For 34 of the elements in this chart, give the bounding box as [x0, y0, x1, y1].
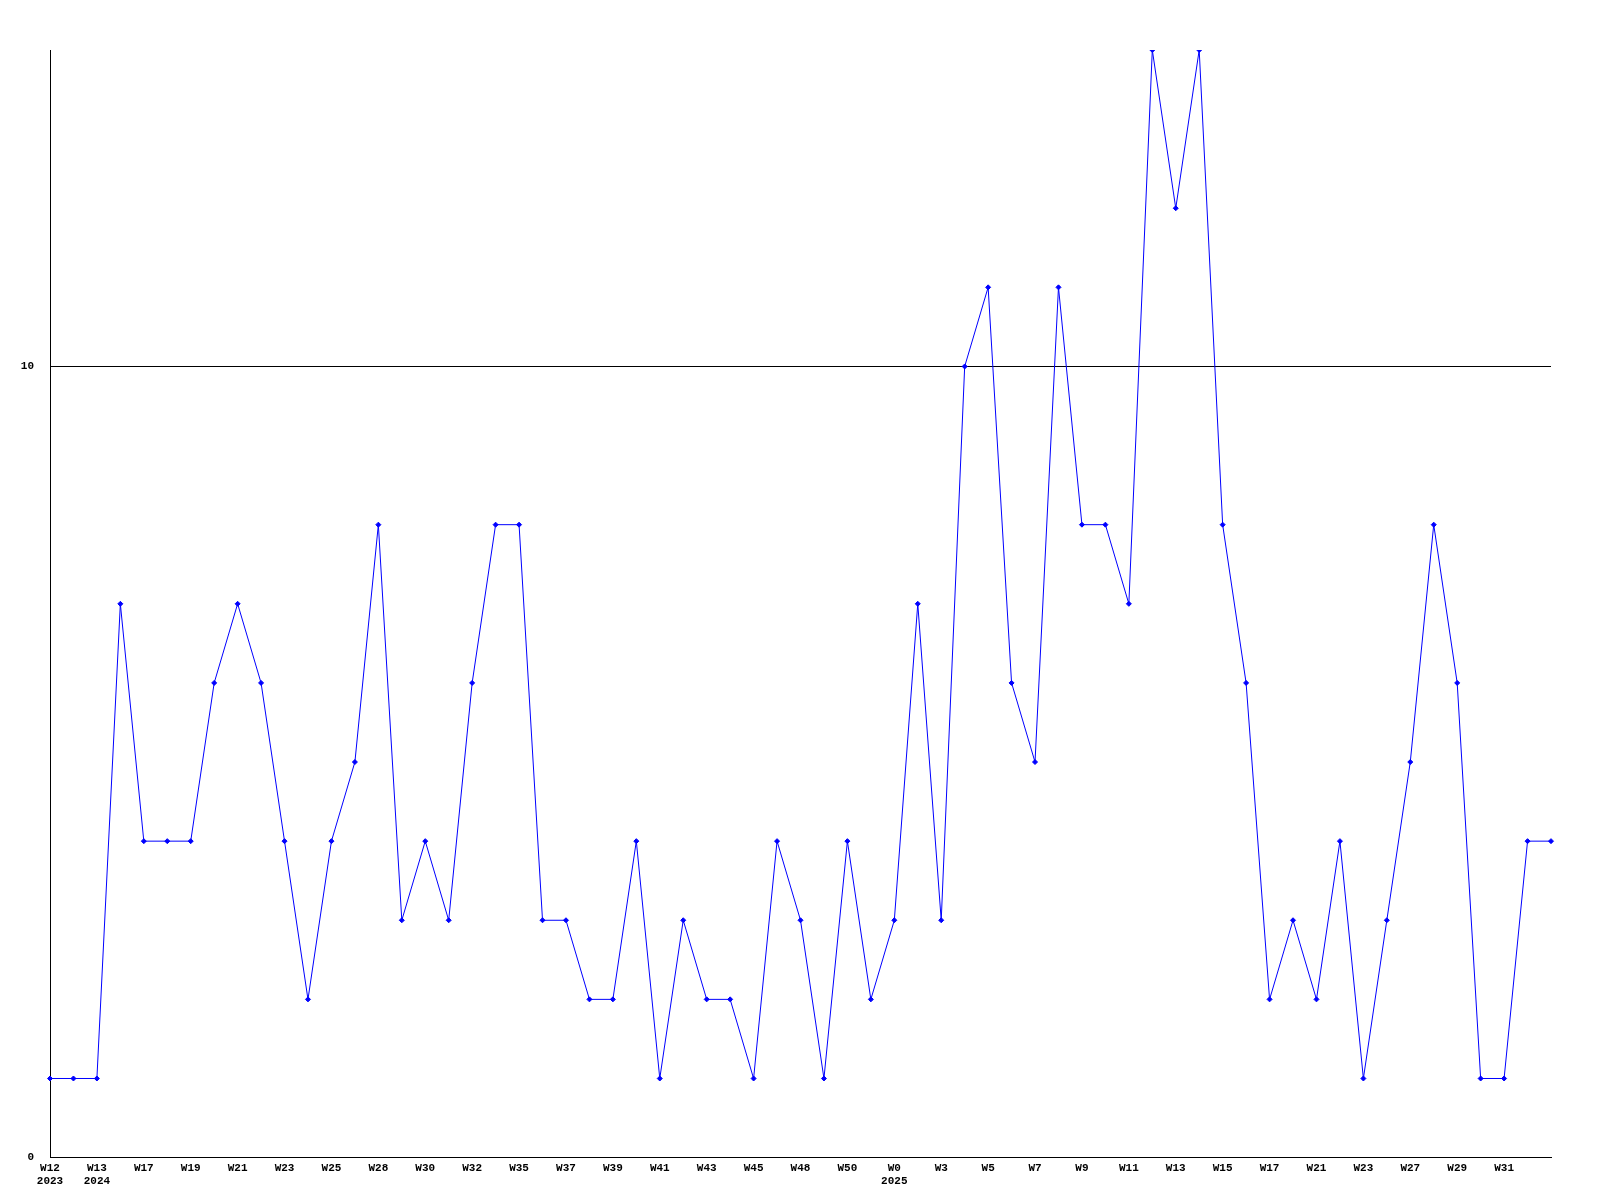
x-tick-label: W25 [321, 1161, 342, 1174]
x-tick-label: W32 [462, 1161, 483, 1174]
x-tick-label: W7 [1028, 1161, 1042, 1174]
x-tick-label: W15 [1212, 1161, 1233, 1174]
x-tick-label: W45 [743, 1161, 764, 1174]
y-tick-label: 10 [20, 360, 34, 373]
x-tick-label: W21 [1306, 1161, 1327, 1174]
x-tick-label: W48 [790, 1161, 811, 1174]
x-tick-label: W12 2023 [36, 1161, 64, 1188]
x-tick-label: W3 [934, 1161, 949, 1174]
x-tick-label: W21 [227, 1161, 248, 1174]
x-tick-label: W37 [556, 1161, 576, 1174]
x-tick-label: W41 [649, 1161, 671, 1174]
x-tick-label: W23 [1353, 1161, 1374, 1174]
x-tick-label: W13 2024 [83, 1161, 111, 1188]
x-tick-label: W27 [1400, 1161, 1421, 1174]
x-tick-label: W0 2025 [881, 1161, 908, 1188]
x-tick-label: W23 [274, 1161, 295, 1174]
x-tick-label: W5 [981, 1161, 996, 1174]
x-tick-label: W35 [509, 1161, 530, 1174]
x-tick-label: W17 [133, 1161, 154, 1174]
x-tick-label: W13 [1165, 1161, 1187, 1174]
x-tick-label: W30 [415, 1161, 436, 1174]
x-tick-label: W9 [1075, 1161, 1089, 1174]
x-tick-label: W29 [1447, 1161, 1468, 1174]
x-tick-label: W11 [1118, 1161, 1140, 1174]
x-tick-label: W50 [837, 1161, 858, 1174]
y-tick-label: 0 [27, 1151, 34, 1164]
x-tick-label: W43 [696, 1161, 717, 1174]
x-tick-label: W39 [602, 1161, 623, 1174]
x-tick-label: W19 [180, 1161, 201, 1174]
x-tick-label: W17 [1259, 1161, 1280, 1174]
x-tick-label: W31 [1494, 1161, 1515, 1174]
x-tick-label: W28 [368, 1161, 389, 1174]
